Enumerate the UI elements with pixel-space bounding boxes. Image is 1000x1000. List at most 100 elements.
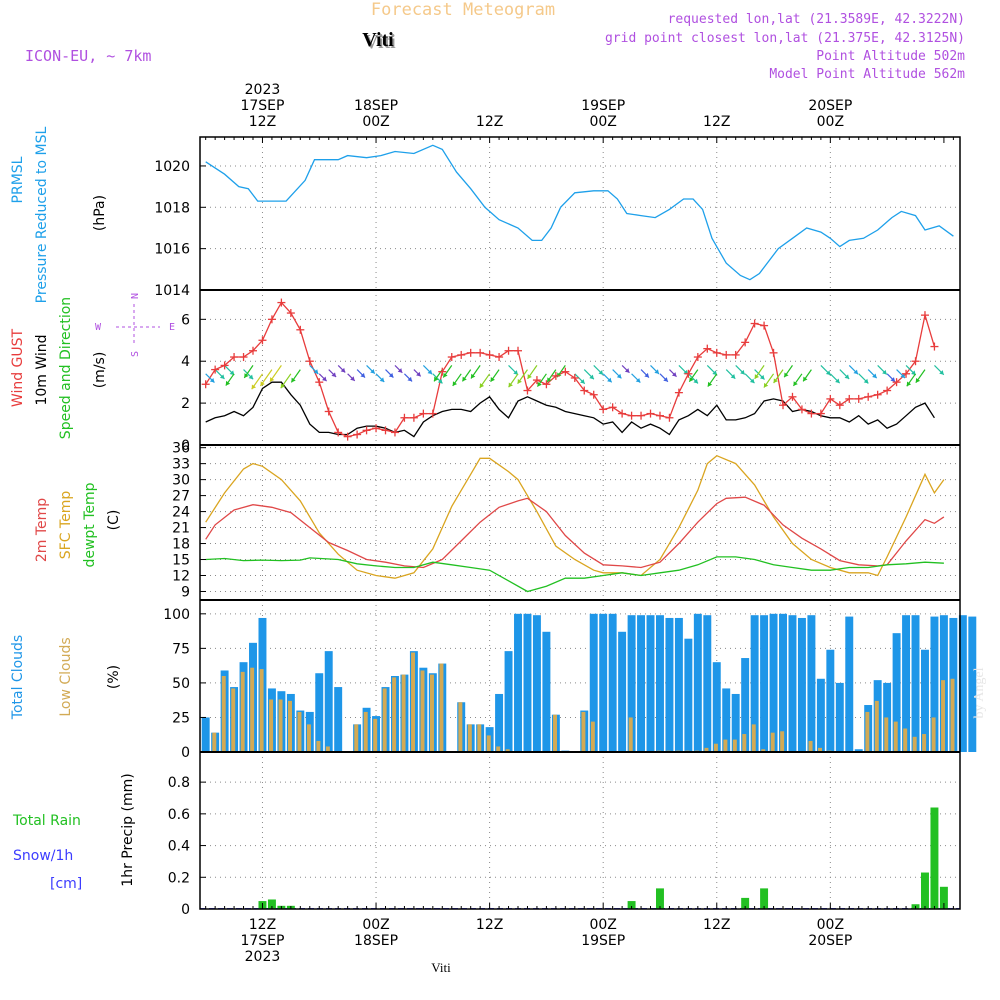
gust-marker xyxy=(466,348,475,357)
gust-marker xyxy=(381,426,390,435)
rain-bar xyxy=(741,897,750,909)
gust-marker xyxy=(655,411,664,420)
wind-arrow xyxy=(318,373,328,382)
total-cloud-bar xyxy=(958,615,967,752)
total-cloud-bar xyxy=(542,631,551,752)
low-cloud-bar xyxy=(903,728,908,752)
wind-arrow-head xyxy=(663,377,668,382)
low-cloud-bar xyxy=(259,669,264,752)
wind-arrow-head xyxy=(313,369,319,374)
gust-marker xyxy=(334,428,343,437)
total-cloud-bar xyxy=(589,613,598,752)
wind-arrow-head xyxy=(322,376,327,382)
low-cloud-bar xyxy=(581,711,586,752)
gust-marker xyxy=(835,401,844,410)
series-lines xyxy=(205,144,954,593)
gust-marker xyxy=(712,348,721,357)
rain-bar xyxy=(939,886,948,909)
gust-marker xyxy=(372,424,381,433)
total-cloud-bar xyxy=(201,717,210,752)
total-cloud-bar xyxy=(599,613,608,752)
total-cloud-bar xyxy=(902,615,911,752)
total-cloud-bar xyxy=(911,615,920,752)
wind-arrow xyxy=(640,369,650,378)
wind-arrow xyxy=(612,369,622,379)
wind-arrows xyxy=(205,364,945,390)
wind-arrow xyxy=(280,373,292,389)
low-cloud-bar xyxy=(297,711,302,752)
wind-arrow xyxy=(839,369,850,380)
gust-marker xyxy=(343,432,352,441)
gust-marker xyxy=(353,430,362,439)
y-tick-label: 2 xyxy=(181,396,190,412)
wind-arrow xyxy=(356,369,366,378)
wind-arrow-head xyxy=(209,377,215,383)
model-label: ICON-EU, ~ 7km xyxy=(25,47,151,65)
wind-arrow xyxy=(479,373,491,389)
sfc-temp-line xyxy=(205,454,945,579)
total-cloud-bar xyxy=(618,631,627,752)
low-cloud-bar xyxy=(931,717,936,752)
wind-speed-line xyxy=(205,381,935,438)
snow-unit: [cm] xyxy=(50,876,82,892)
wind-arrow xyxy=(773,369,784,384)
low-cloud-bar xyxy=(893,721,898,752)
y-tick-label: 33 xyxy=(172,457,190,473)
wind-arrow xyxy=(669,369,677,378)
total-cloud-bar xyxy=(769,613,778,752)
wind-arrow-head xyxy=(379,377,385,382)
rain-bar xyxy=(656,888,664,909)
wind-arrow-head xyxy=(517,378,522,384)
wind-arrow xyxy=(650,364,660,375)
total-cloud-bar xyxy=(504,651,513,752)
low-cloud-bar xyxy=(420,670,425,752)
low-cloud-bar xyxy=(486,735,491,752)
low-cloud-bar xyxy=(723,739,728,752)
top-time-label: 00Z xyxy=(817,114,844,130)
top-time-label: 20SEP xyxy=(808,98,852,114)
wind-arrow-head xyxy=(225,380,231,386)
outer-frame xyxy=(199,136,961,910)
y-tick-label: 6 xyxy=(181,312,190,328)
wind-arrow xyxy=(508,373,519,388)
gust-marker xyxy=(769,348,778,357)
y-tick-label: 4 xyxy=(181,354,190,370)
low-cloud-bar xyxy=(212,732,217,752)
rain-bar xyxy=(921,872,929,909)
bottom-time-label: 2023 xyxy=(245,949,281,965)
total-cloud-bar xyxy=(315,673,324,752)
low-cloud-bar xyxy=(231,688,236,752)
wind-arrow xyxy=(754,369,765,380)
total-cloud-bar xyxy=(523,613,532,752)
low-cloud-bar xyxy=(628,717,633,752)
gust-marker xyxy=(220,361,229,370)
wind-arrow xyxy=(802,369,812,382)
panel-frames xyxy=(199,136,961,910)
total-cloud-bar xyxy=(646,615,655,752)
wind-arrow-head xyxy=(331,372,337,377)
low-cloud-bar xyxy=(477,724,482,752)
wind-arrow xyxy=(205,373,215,383)
bottom-time-label: 00Z xyxy=(362,917,389,933)
low-cloud-bar xyxy=(874,700,879,752)
low-cloud-bar xyxy=(306,724,311,752)
top-time-label: 18SEP xyxy=(354,98,398,114)
wind-arrow-head xyxy=(693,378,698,384)
low-cloud-bar xyxy=(316,740,321,752)
wind-arrow-head xyxy=(443,372,448,378)
wind-arrow xyxy=(744,373,755,384)
low-cloud-bar xyxy=(808,740,813,752)
gust-marker xyxy=(523,386,532,395)
gust-marker xyxy=(570,373,579,382)
low-cloud-bar xyxy=(467,724,472,752)
y-tick-label: 24 xyxy=(172,505,190,521)
y-tick-label: 1020 xyxy=(154,159,190,175)
gust-marker xyxy=(703,344,712,353)
compass-rose: W E N S xyxy=(95,293,175,357)
low-cloud-bar xyxy=(941,680,946,752)
gust-marker xyxy=(504,346,513,355)
total-cloud-bar xyxy=(637,615,646,752)
wind-arrow-head xyxy=(759,374,765,380)
t2m-label: 2m Temp xyxy=(34,498,50,562)
total-cloud-bar xyxy=(779,613,787,752)
